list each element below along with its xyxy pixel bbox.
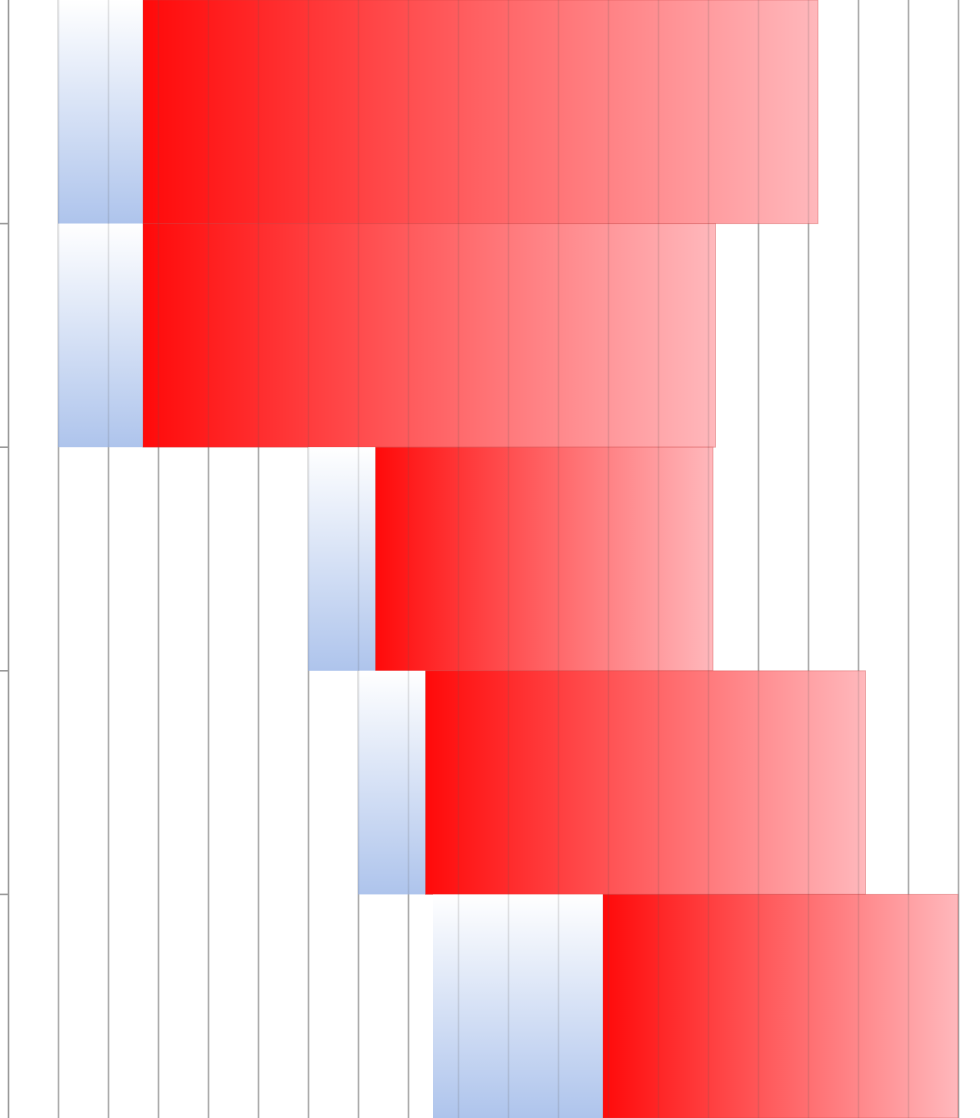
bar-segment-red xyxy=(142,223,716,448)
gridlines-overlay xyxy=(57,0,960,1118)
bar-segment-blue xyxy=(433,894,603,1118)
bar-segment-red xyxy=(142,0,819,225)
bar-segment-red xyxy=(375,446,714,672)
bar-segment-blue xyxy=(308,447,376,671)
bar-segment-red xyxy=(602,893,959,1118)
bar-segment-blue xyxy=(358,670,426,895)
bar-segment-blue xyxy=(58,223,143,448)
bar-segment-red xyxy=(425,670,866,895)
bar-segment-blue xyxy=(58,0,143,224)
y-axis xyxy=(0,0,10,1118)
bars xyxy=(58,0,959,1118)
